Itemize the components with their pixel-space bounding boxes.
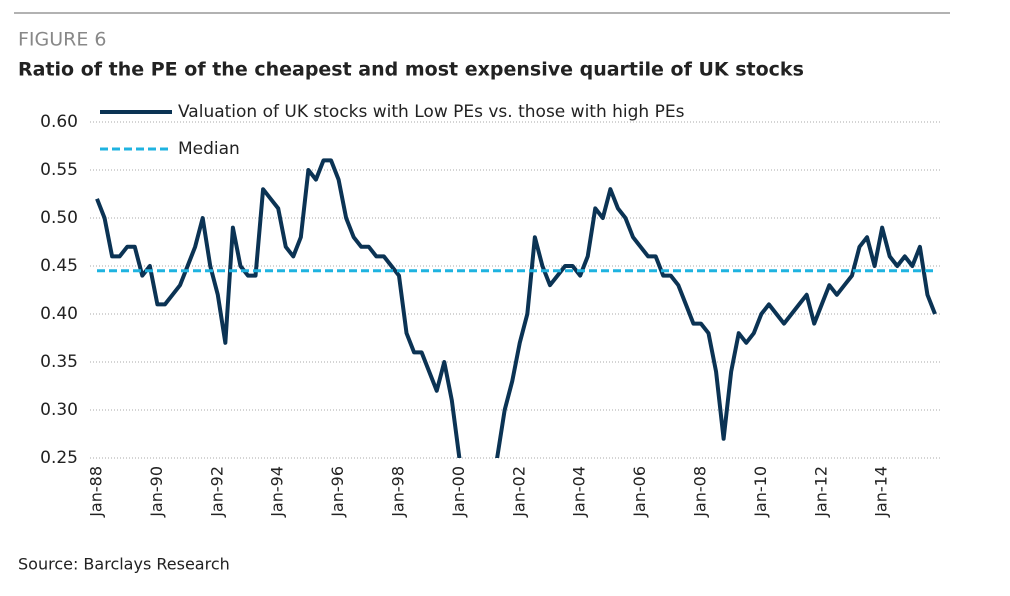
x-tick-label: Jan-10 (751, 466, 770, 518)
y-tick-label: 0.35 (40, 352, 78, 372)
y-tick-label: 0.30 (40, 400, 78, 420)
chart-title: Ratio of the PE of the cheapest and most… (18, 59, 804, 81)
legend-label: Median (178, 139, 240, 159)
legend-label: Valuation of UK stocks with Low PEs vs. … (178, 102, 685, 122)
x-tick-label: Jan-02 (509, 466, 528, 518)
x-tick-label: Jan-04 (570, 466, 589, 518)
x-tick-label: Jan-96 (328, 466, 347, 518)
x-tick-label: Jan-12 (811, 466, 830, 518)
figure-label: FIGURE 6 (18, 29, 107, 51)
plot-area (95, 158, 937, 458)
y-tick-label: 0.55 (40, 160, 78, 180)
x-tick-label: Jan-06 (630, 466, 649, 518)
y-tick-label: 0.40 (40, 304, 78, 324)
x-tick-label: Jan-98 (388, 466, 407, 518)
y-tick-label: 0.45 (40, 256, 78, 276)
x-tick-label: Jan-08 (690, 466, 709, 518)
x-tick-label: Jan-14 (872, 466, 891, 518)
source: Source: Barclays Research (18, 555, 230, 574)
y-tick-label: 0.50 (40, 208, 78, 228)
x-tick-label: Jan-94 (268, 466, 287, 518)
y-tick-label: 0.25 (40, 448, 78, 468)
x-tick-label: Jan-92 (207, 466, 226, 518)
x-tick-label: Jan-88 (87, 466, 106, 518)
y-tick-label: 0.60 (40, 112, 78, 132)
x-tick-label: Jan-00 (449, 466, 468, 518)
x-tick-label: Jan-90 (147, 466, 166, 518)
series-line (95, 158, 937, 458)
